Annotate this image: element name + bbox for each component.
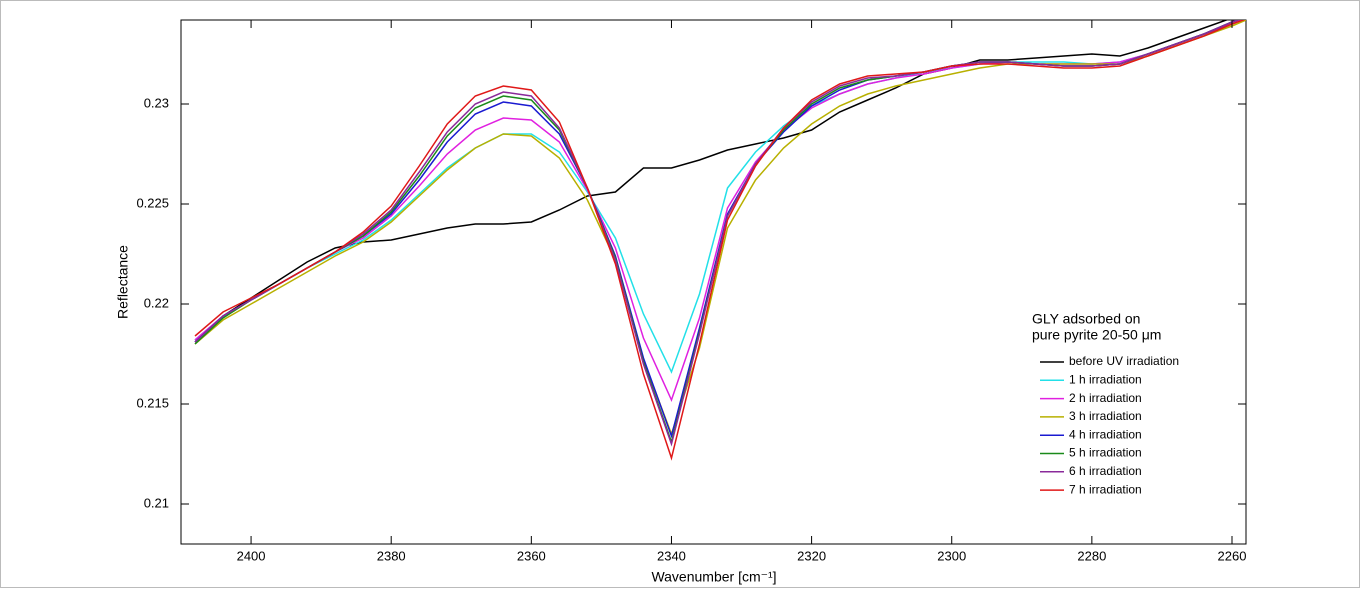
series-line bbox=[194, 20, 1229, 343]
x-tick-label: 2400 bbox=[237, 548, 266, 563]
y-tick-label: 0.22 bbox=[144, 295, 169, 310]
y-tick-label: 0.225 bbox=[136, 195, 169, 210]
x-tick-label: 2320 bbox=[797, 548, 826, 563]
series-line bbox=[194, 20, 1246, 437]
legend-label: before UV irradiation bbox=[1069, 354, 1179, 368]
legend-label: 7 h irradiation bbox=[1069, 482, 1142, 496]
plot-frame bbox=[180, 19, 1247, 545]
x-tick-label: 2380 bbox=[377, 548, 406, 563]
y-tick-label: 0.23 bbox=[144, 95, 169, 110]
y-tick-label: 0.21 bbox=[144, 495, 169, 510]
x-tick-label: 2280 bbox=[1077, 548, 1106, 563]
legend-label: 5 h irradiation bbox=[1069, 446, 1142, 460]
plot-area bbox=[194, 20, 1246, 461]
legend-label: 2 h irradiation bbox=[1069, 391, 1142, 405]
x-tick-label: 2360 bbox=[517, 548, 546, 563]
legend-label: 3 h irradiation bbox=[1069, 409, 1142, 423]
x-tick-label: 2300 bbox=[937, 548, 966, 563]
y-axis-title: Reflectance bbox=[115, 245, 131, 319]
legend-label: 1 h irradiation bbox=[1069, 372, 1142, 386]
legend-label: 6 h irradiation bbox=[1069, 464, 1142, 478]
x-axis-title: Wavenumber [cm⁻¹] bbox=[651, 569, 776, 585]
series-line bbox=[194, 20, 1246, 461]
x-tick-label: 2340 bbox=[657, 548, 686, 563]
legend-title: pure pyrite 20-50 μm bbox=[1032, 327, 1161, 343]
x-tick-label: 2260 bbox=[1218, 548, 1247, 563]
series-line bbox=[194, 20, 1240, 447]
y-tick-label: 0.215 bbox=[136, 395, 169, 410]
legend-label: 4 h irradiation bbox=[1069, 427, 1142, 441]
legend-title: GLY adsorbed on bbox=[1032, 311, 1140, 327]
